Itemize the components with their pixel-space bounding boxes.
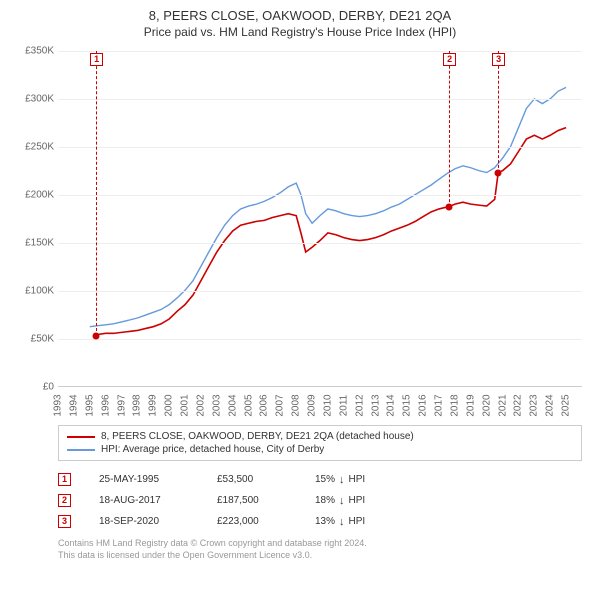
- x-axis-tick-label: 2020: [481, 394, 492, 416]
- footer-attribution: Contains HM Land Registry data © Crown c…: [58, 538, 590, 561]
- x-axis-tick-label: 2024: [545, 394, 556, 416]
- event-marker-point: [446, 204, 453, 211]
- x-axis-tick-label: 2002: [195, 394, 206, 416]
- gridline: [58, 99, 582, 100]
- event-marker-line: [96, 51, 97, 336]
- y-axis-tick-label: £200K: [25, 190, 54, 201]
- event-marker-line: [498, 51, 499, 173]
- event-marker-badge: 1: [90, 53, 103, 66]
- legend-swatch: [67, 436, 95, 438]
- event-row: 1 25-MAY-1995 £53,500 15% ↓ HPI: [58, 469, 582, 490]
- x-axis-tick-label: 2014: [386, 394, 397, 416]
- event-date: 18-SEP-2020: [99, 516, 189, 527]
- y-axis-tick-label: £50K: [31, 334, 54, 345]
- event-price: £187,500: [217, 495, 287, 506]
- event-price: £223,000: [217, 516, 287, 527]
- footer-line-1: Contains HM Land Registry data © Crown c…: [58, 538, 590, 550]
- legend-label: HPI: Average price, detached house, City…: [101, 444, 324, 455]
- x-axis-tick-label: 2013: [370, 394, 381, 416]
- x-axis-tick-label: 2017: [434, 394, 445, 416]
- x-axis-tick-label: 1996: [100, 394, 111, 416]
- y-axis-tick-label: £250K: [25, 142, 54, 153]
- gridline: [58, 51, 582, 52]
- x-axis-tick-label: 2006: [259, 394, 270, 416]
- series-line-price_paid: [96, 128, 566, 335]
- x-axis-tick-label: 2023: [529, 394, 540, 416]
- x-axis-tick-label: 2025: [561, 394, 572, 416]
- event-hpi-label: HPI: [349, 495, 366, 506]
- chart-container: 8, PEERS CLOSE, OAKWOOD, DERBY, DE21 2QA…: [0, 0, 600, 569]
- events-table: 1 25-MAY-1995 £53,500 15% ↓ HPI 2 18-AUG-2017 £1…: [58, 469, 582, 532]
- x-axis-tick-label: 2007: [275, 394, 286, 416]
- legend-row: HPI: Average price, detached house, City…: [67, 443, 573, 456]
- x-axis-tick-label: 1994: [68, 394, 79, 416]
- arrow-down-icon: ↓: [339, 495, 345, 507]
- y-axis-tick-label: £300K: [25, 94, 54, 105]
- y-axis-tick-label: £100K: [25, 286, 54, 297]
- x-axis-tick-label: 1995: [84, 394, 95, 416]
- gridline: [58, 339, 582, 340]
- y-axis-tick-label: £0: [43, 382, 54, 393]
- y-axis-tick-label: £350K: [25, 46, 54, 57]
- x-axis-tick-label: 2016: [418, 394, 429, 416]
- event-row: 2 18-AUG-2017 £187,500 18% ↓ HPI: [58, 490, 582, 511]
- x-axis-tick-label: 2003: [211, 394, 222, 416]
- event-pct: 15%: [315, 474, 335, 485]
- x-axis-tick-label: 2010: [322, 394, 333, 416]
- arrow-down-icon: ↓: [339, 474, 345, 486]
- gridline: [58, 147, 582, 148]
- x-axis-tick-label: 2005: [243, 394, 254, 416]
- event-date: 18-AUG-2017: [99, 495, 189, 506]
- event-index-badge: 1: [58, 473, 71, 486]
- event-index-badge: 3: [58, 515, 71, 528]
- x-axis-tick-label: 1998: [132, 394, 143, 416]
- event-date: 25-MAY-1995: [99, 474, 189, 485]
- y-axis-tick-label: £150K: [25, 238, 54, 249]
- event-pct: 13%: [315, 516, 335, 527]
- event-hpi-label: HPI: [349, 474, 366, 485]
- x-axis-tick-label: 2001: [180, 394, 191, 416]
- line-layer: [58, 51, 582, 386]
- x-axis-tick-label: 2008: [291, 394, 302, 416]
- x-axis-tick-label: 2000: [164, 394, 175, 416]
- arrow-down-icon: ↓: [339, 516, 345, 528]
- x-axis-tick-label: 1993: [53, 394, 64, 416]
- footer-line-2: This data is licensed under the Open Gov…: [58, 550, 590, 562]
- x-axis-tick-label: 2018: [449, 394, 460, 416]
- x-axis-tick-label: 2004: [227, 394, 238, 416]
- event-marker-point: [495, 169, 502, 176]
- legend-row: 8, PEERS CLOSE, OAKWOOD, DERBY, DE21 2QA…: [67, 430, 573, 443]
- x-axis-tick-label: 2012: [354, 394, 365, 416]
- chart-title: 8, PEERS CLOSE, OAKWOOD, DERBY, DE21 2QA: [10, 8, 590, 23]
- event-hpi-diff: 18% ↓ HPI: [315, 495, 365, 507]
- gridline: [58, 291, 582, 292]
- event-marker-badge: 2: [443, 53, 456, 66]
- x-axis-tick-label: 2022: [513, 394, 524, 416]
- x-axis-tick-label: 2015: [402, 394, 413, 416]
- event-pct: 18%: [315, 495, 335, 506]
- chart-subtitle: Price paid vs. HM Land Registry's House …: [10, 25, 590, 39]
- x-axis-tick-label: 2019: [465, 394, 476, 416]
- event-index-badge: 2: [58, 494, 71, 507]
- legend-swatch: [67, 449, 95, 451]
- event-hpi-diff: 13% ↓ HPI: [315, 516, 365, 528]
- x-axis-tick-label: 1997: [116, 394, 127, 416]
- x-axis-tick-label: 2011: [338, 395, 349, 417]
- x-axis-tick-label: 1999: [148, 394, 159, 416]
- event-hpi-diff: 15% ↓ HPI: [315, 474, 365, 486]
- event-marker-point: [93, 332, 100, 339]
- event-price: £53,500: [217, 474, 287, 485]
- x-axis-tick-label: 2021: [497, 394, 508, 416]
- gridline: [58, 195, 582, 196]
- event-row: 3 18-SEP-2020 £223,000 13% ↓ HPI: [58, 511, 582, 532]
- plot-region: 1 2 3: [58, 51, 582, 387]
- legend: 8, PEERS CLOSE, OAKWOOD, DERBY, DE21 2QA…: [58, 425, 582, 461]
- event-hpi-label: HPI: [349, 516, 366, 527]
- chart-area: 1 2 3 £0 £50K £100K £150K £200K £250K £300K £350K…: [10, 47, 590, 417]
- gridline: [58, 243, 582, 244]
- event-marker-badge: 3: [492, 53, 505, 66]
- x-axis-tick-label: 2009: [307, 394, 318, 416]
- event-marker-line: [449, 51, 450, 207]
- legend-label: 8, PEERS CLOSE, OAKWOOD, DERBY, DE21 2QA…: [101, 431, 414, 442]
